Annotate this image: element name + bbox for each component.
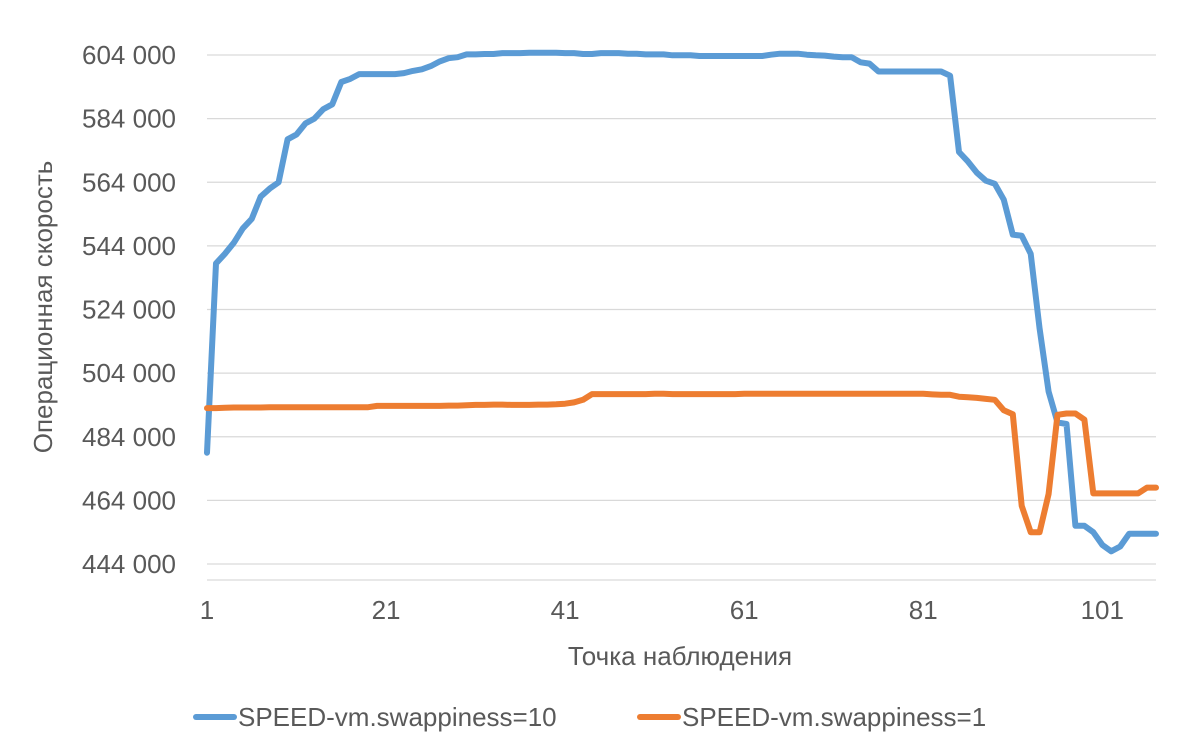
- legend: SPEED-vm.swappiness=10 SPEED-vm.swappine…: [193, 702, 986, 732]
- y-tick-label: 524 000: [82, 295, 176, 325]
- y-tick-label: 564 000: [82, 167, 176, 197]
- x-tick-label: 101: [1081, 595, 1124, 625]
- legend-label-swappiness-1: SPEED-vm.swappiness=1: [682, 702, 986, 732]
- y-tick-label: 584 000: [82, 104, 176, 134]
- x-tick-label: 61: [730, 595, 759, 625]
- tick-labels: 444 000 464 000 484 000 504 000 524 000 544 0…: [82, 40, 1124, 625]
- y-tick-label: 504 000: [82, 358, 176, 388]
- y-tick-label: 544 000: [82, 231, 176, 261]
- series-line-swappiness-10: [204, 49, 1159, 555]
- x-tick-label: 1: [200, 595, 214, 625]
- grid-lines: [207, 54, 1156, 565]
- x-tick-label: 21: [372, 595, 401, 625]
- x-axis-title: Точка наблюдения: [568, 641, 792, 671]
- x-tick-label: 81: [909, 595, 938, 625]
- y-tick-label: 444 000: [82, 549, 176, 579]
- y-tick-label: 464 000: [82, 485, 176, 515]
- series-line-swappiness-1: [204, 390, 1159, 536]
- y-tick-label: 484 000: [82, 422, 176, 452]
- y-axis-title: Операционная скорость: [28, 161, 58, 454]
- y-tick-label: 604 000: [82, 40, 176, 70]
- x-tick-label: 41: [551, 595, 580, 625]
- legend-label-swappiness-10: SPEED-vm.swappiness=10: [238, 702, 557, 732]
- series-lines: [204, 49, 1159, 555]
